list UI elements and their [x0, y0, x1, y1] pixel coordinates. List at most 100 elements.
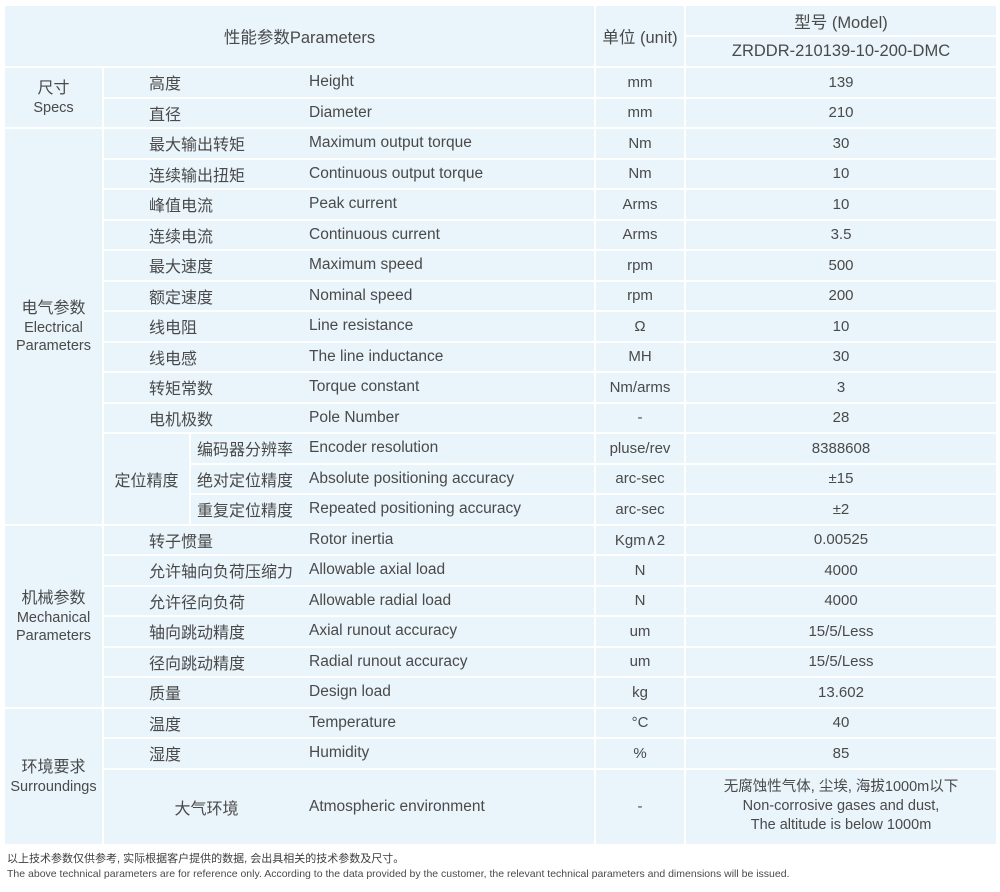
row-label-cn: 绝对定位精度: [197, 472, 294, 490]
group-label-en: Mechanical Parameters: [16, 609, 91, 644]
row-label-cn: 最大输出转矩: [149, 137, 246, 155]
table-row: 尺寸 Specs 高度 Height mm 139: [3, 66, 998, 129]
spec-table: 性能参数Parameters 单位 (unit) 型号 (Model) ZRDD…: [3, 4, 998, 846]
row-label-cn: 大气环境: [174, 800, 239, 818]
row-label-en: Radial runout accuracy: [309, 652, 468, 670]
row-label: 编码器分辨率 Encoder resolution: [189, 432, 596, 465]
row-unit: Ω: [594, 310, 686, 343]
row-label-en: Nominal speed: [309, 286, 413, 304]
row-label-en: Continuous output torque: [309, 164, 484, 182]
row-value: 15/5/Less: [684, 615, 998, 648]
header-model-value: ZRDDR-210139-10-200-DMC: [684, 35, 998, 68]
row-label-en: Humidity: [309, 744, 370, 762]
table-row: 转矩常数 Torque constant Nm/arms 3: [4, 371, 998, 404]
row-label: 转矩常数 Torque constant: [102, 371, 596, 404]
row-value: 3: [684, 371, 998, 404]
row-label-cn: 温度: [149, 716, 182, 734]
table-row: 大气环境 Atmospheric environment - 无腐蚀性气体, 尘埃…: [4, 767, 998, 846]
group-label-en: Surroundings: [10, 778, 97, 795]
row-unit: mm: [594, 96, 686, 129]
row-unit: Kgm∧2: [594, 523, 686, 556]
row-label: 转子惯量 Rotor inertia: [102, 523, 596, 556]
group-label-cn: 机械参数: [21, 589, 86, 607]
row-value-line-1: 无腐蚀性气体, 尘埃, 海拔1000m以下: [723, 779, 959, 795]
table-row: 电气参数 Electrical Parameters 最大输出转矩 Maximum…: [3, 127, 998, 526]
table-row: 环境要求 Surroundings 温度 Temperature °C 40: [3, 706, 998, 846]
row-label-cn: 最大速度: [149, 259, 214, 277]
row-unit: Nm: [594, 127, 686, 160]
row-value: ±2: [684, 493, 998, 526]
row-label-en: Continuous current: [309, 225, 440, 243]
footer-disclaimer: 以上技术参数仅供参考, 实际根据客户提供的数据, 会出具相关的技术参数及尺寸。 …: [3, 846, 997, 882]
group-label-cn: 电气参数: [21, 299, 86, 317]
row-unit: arc-sec: [594, 493, 686, 526]
row-label-en: Encoder resolution: [309, 439, 439, 457]
row-unit: Arms: [594, 188, 686, 221]
row-unit: -: [594, 767, 686, 846]
footer-disclaimer-cn: 以上技术参数仅供参考, 实际根据客户提供的数据, 会出具相关的技术参数及尺寸。: [7, 852, 405, 865]
table-row: 允许轴向负荷压缩力 Allowable axial load N 4000: [4, 554, 998, 587]
row-value: 0.00525: [684, 523, 998, 556]
row-label: 连续电流 Continuous current: [102, 218, 596, 251]
group-specs: 尺寸 Specs: [3, 66, 104, 129]
row-unit: um: [594, 645, 686, 678]
row-value: 139: [684, 66, 998, 99]
group-surroundings: 环境要求 Surroundings: [3, 706, 104, 846]
row-label-en: Axial runout accuracy: [309, 622, 458, 640]
table-row: 最大速度 Maximum speed rpm 500: [4, 249, 998, 282]
row-unit: rpm: [594, 249, 686, 282]
row-label: 质量 Design load: [102, 676, 596, 709]
table-row: 绝对定位精度 Absolute positioning accuracy arc-…: [4, 462, 998, 495]
row-value-line-3: The altitude is below 1000m: [750, 817, 932, 833]
row-value: 13.602: [684, 676, 998, 709]
row-label: 连续输出扭矩 Continuous output torque: [102, 157, 596, 190]
row-label-cn: 允许轴向负荷压缩力: [149, 564, 294, 582]
row-unit: -: [594, 401, 686, 434]
table-row: 轴向跳动精度 Axial runout accuracy um 15/5/Less: [4, 615, 998, 648]
table-row: 径向跳动精度 Radial runout accuracy um 15/5/Les…: [4, 645, 998, 678]
group-label-cn: 尺寸: [37, 80, 70, 97]
row-value: 15/5/Less: [684, 645, 998, 678]
row-label: 直径 Diameter: [102, 96, 596, 129]
row-label-en: Height: [309, 73, 354, 91]
table-row: 连续输出扭矩 Continuous output torque Nm 10: [4, 157, 998, 190]
table-row: 峰值电流 Peak current Arms 10: [4, 188, 998, 221]
row-label-en: Maximum speed: [309, 256, 423, 274]
row-label: 温度 Temperature: [102, 706, 596, 739]
row-value: 10: [684, 157, 998, 190]
row-unit: kg: [594, 676, 686, 709]
group-mechanical: 机械参数 Mechanical Parameters: [3, 523, 104, 709]
row-value: 28: [684, 401, 998, 434]
row-value: 30: [684, 127, 998, 160]
row-label-en: Torque constant: [309, 378, 420, 396]
row-value: 10: [684, 310, 998, 343]
table-row: 线电感 The line inductance MH 30: [4, 340, 998, 373]
footer-disclaimer-en: The above technical parameters are for r…: [7, 867, 790, 880]
row-unit: pluse/rev: [594, 432, 686, 465]
group-label-en: Electrical Parameters: [16, 319, 91, 354]
row-label: 峰值电流 Peak current: [102, 188, 596, 221]
row-unit: mm: [594, 66, 686, 99]
table-row: 线电阻 Line resistance Ω 10: [4, 310, 998, 343]
row-label: 轴向跳动精度 Axial runout accuracy: [102, 615, 596, 648]
row-label-cn: 线电阻: [149, 320, 198, 338]
row-unit: °C: [594, 706, 686, 739]
table-row: 定位精度 编码器分辨率 Encoder resolution pluse/rev …: [4, 432, 998, 526]
row-value: 10: [684, 188, 998, 221]
row-value: 4000: [684, 554, 998, 587]
row-label: 最大速度 Maximum speed: [102, 249, 596, 282]
row-value: 3.5: [684, 218, 998, 251]
row-label-en: Repeated positioning accuracy: [309, 500, 521, 518]
header-row-1: 性能参数Parameters 单位 (unit) 型号 (Model): [3, 4, 998, 68]
row-label-en: The line inductance: [309, 347, 444, 365]
row-label-en: Allowable axial load: [309, 561, 446, 579]
row-label-cn: 线电感: [149, 350, 198, 368]
row-label-en: Diameter: [309, 103, 372, 121]
row-label-cn: 转子惯量: [149, 533, 214, 551]
row-label-cn: 重复定位精度: [197, 503, 294, 521]
row-label-cn: 高度: [149, 76, 182, 94]
table-row: 重复定位精度 Repeated positioning accuracy arc-…: [4, 493, 998, 526]
row-label: 线电感 The line inductance: [102, 340, 596, 373]
group-label-cn: 环境要求: [21, 758, 86, 776]
